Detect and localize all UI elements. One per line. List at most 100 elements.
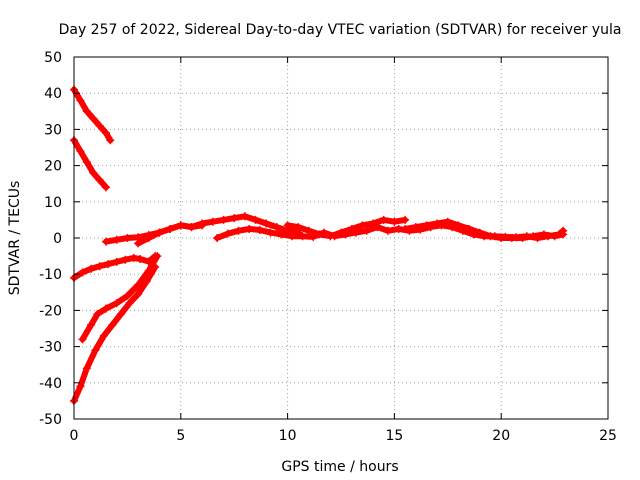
data-point (142, 277, 151, 286)
y-tick-label: -40 (39, 376, 62, 392)
data-point (89, 168, 98, 177)
data-point (136, 254, 145, 263)
data-point (198, 221, 207, 230)
data-point (153, 252, 162, 261)
data-point (123, 291, 132, 300)
y-tick-label: 40 (44, 86, 62, 102)
x-tick-label: 20 (492, 428, 510, 444)
series-arc-10 (402, 218, 567, 241)
data-point (106, 136, 115, 145)
data-point (251, 215, 260, 224)
data-point (112, 299, 121, 308)
data-point (255, 226, 264, 235)
data-point (89, 114, 98, 123)
data-point (245, 224, 254, 233)
data-point (401, 224, 410, 233)
data-point (102, 237, 111, 246)
data-point (123, 234, 132, 242)
data-point (125, 299, 134, 308)
data-point (91, 346, 100, 355)
data-point (294, 223, 303, 232)
data-point (176, 221, 185, 230)
data-point (315, 230, 324, 239)
data-point (108, 320, 117, 329)
data-point (539, 230, 548, 239)
data-point (497, 234, 506, 242)
data-point (507, 234, 516, 242)
data-point (411, 223, 420, 232)
data-point (121, 255, 130, 264)
data-point (443, 217, 452, 226)
y-tick-label: -20 (39, 303, 62, 319)
data-point (240, 212, 249, 221)
data-point (116, 310, 125, 319)
data-point (272, 223, 281, 232)
x-tick-label: 25 (599, 428, 617, 444)
data-series-layer (70, 85, 568, 405)
data-point (283, 221, 292, 230)
data-point (383, 226, 392, 235)
data-point (78, 335, 87, 344)
x-axis-label: GPS time / hours (281, 459, 398, 475)
data-point (465, 224, 474, 233)
data-point (559, 230, 568, 239)
data-point (99, 331, 108, 340)
data-point (76, 147, 85, 156)
data-point (87, 264, 96, 273)
data-point (234, 226, 243, 235)
data-point (230, 214, 239, 223)
data-point (129, 253, 138, 262)
data-point (102, 129, 111, 138)
data-point (93, 310, 102, 319)
data-point (529, 232, 538, 241)
data-point (486, 232, 495, 241)
data-point (166, 224, 175, 233)
data-point (102, 304, 111, 313)
data-point (134, 290, 143, 299)
y-axis-label: SDTVAR / TECUs (7, 181, 23, 296)
y-tick-label: -50 (39, 412, 62, 428)
data-point (112, 235, 121, 244)
data-point (358, 221, 367, 230)
data-point (304, 226, 313, 235)
data-point (76, 96, 85, 105)
data-point (82, 364, 91, 373)
data-point (362, 226, 371, 235)
data-point (266, 228, 275, 237)
x-tick-label: 5 (176, 428, 185, 444)
y-tick-label: -30 (39, 340, 62, 356)
data-point (87, 320, 96, 329)
y-tick-label: 30 (44, 122, 62, 138)
data-point (223, 229, 232, 238)
x-tick-label: 15 (385, 428, 403, 444)
x-tick-label: 10 (279, 428, 297, 444)
data-point (95, 176, 104, 185)
data-point (326, 232, 335, 241)
data-point (422, 221, 431, 230)
data-point (155, 228, 164, 237)
data-point (262, 219, 271, 228)
data-point (144, 234, 153, 242)
data-point (208, 217, 217, 226)
data-point (112, 257, 121, 266)
tick-labels: 0 5 10 15 20 25 -50 -40 -30 -20 -10 0 10 20 30 40 50 (39, 50, 617, 444)
data-point (475, 228, 484, 237)
data-point (76, 382, 85, 391)
y-tick-label: -10 (39, 267, 62, 283)
y-tick-label: 20 (44, 159, 62, 175)
data-point (379, 215, 388, 224)
data-point (518, 234, 527, 242)
data-point (219, 215, 228, 224)
data-point (337, 228, 345, 237)
data-point (347, 224, 356, 233)
data-point (95, 262, 104, 271)
data-point (78, 268, 87, 277)
data-point (287, 232, 296, 241)
y-tick-label: 0 (53, 231, 62, 247)
data-point (82, 107, 91, 116)
series-arc-2 (71, 137, 109, 191)
data-point (134, 239, 143, 248)
data-point (433, 219, 442, 228)
data-point (102, 183, 111, 192)
